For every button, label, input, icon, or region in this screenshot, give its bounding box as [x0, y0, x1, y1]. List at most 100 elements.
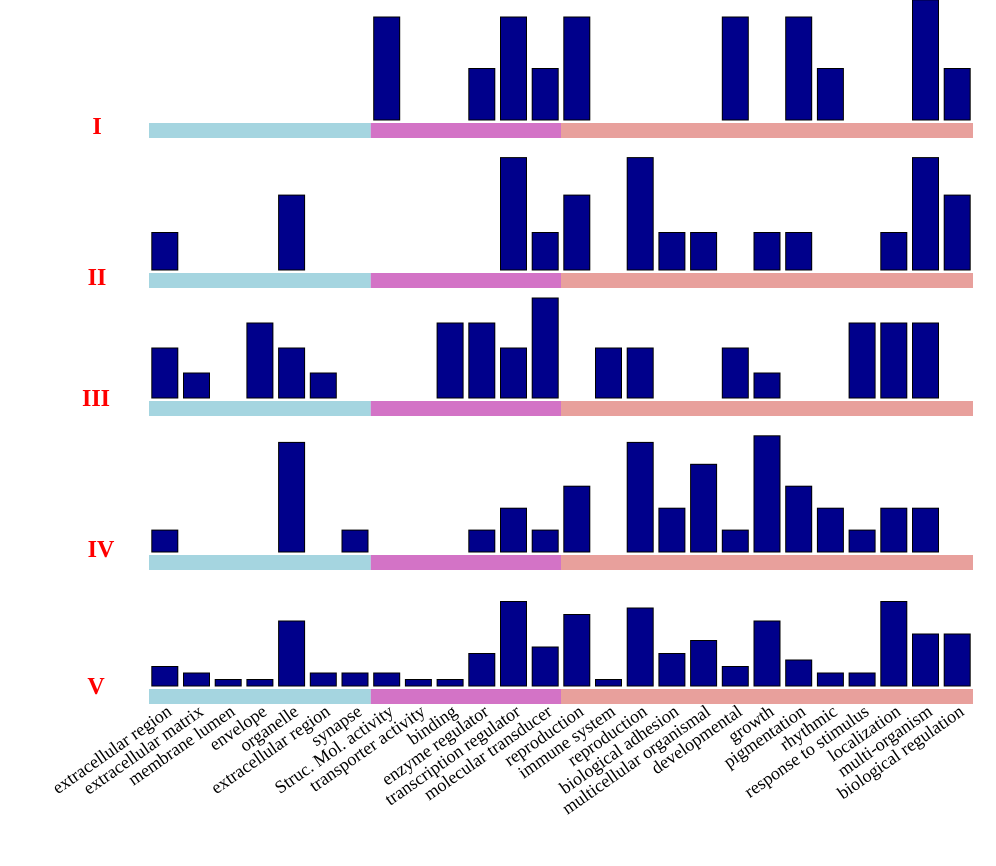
bar-III-10 [436, 322, 464, 399]
group-strip-1 [149, 273, 371, 288]
group-strip-1 [149, 401, 371, 416]
bar-III-11 [468, 322, 496, 399]
bar-III-1 [151, 347, 179, 399]
bar-I-14 [563, 16, 591, 121]
bar-II-14 [563, 194, 591, 271]
bar-III-23 [848, 322, 876, 399]
bar-IV-16 [626, 441, 654, 553]
bar-III-20 [753, 372, 781, 399]
bar-I-19 [721, 16, 749, 121]
bar-I-21 [785, 16, 813, 121]
bar-IV-18 [690, 463, 718, 553]
bar-IV-19 [721, 529, 749, 553]
bar-II-18 [690, 232, 718, 271]
panel-label: V [87, 674, 105, 700]
bar-V-2 [183, 672, 210, 687]
bar-III-6 [309, 372, 337, 399]
bar-V-10 [436, 679, 464, 687]
bar-I-8 [373, 16, 401, 121]
bar-IV-14 [563, 485, 591, 553]
panel-label: III [82, 386, 110, 412]
group-strip-2 [370, 273, 561, 288]
bar-IV-12 [500, 507, 527, 553]
panel-II: II [88, 157, 973, 291]
bar-IV-22 [816, 507, 844, 553]
bar-III-16 [626, 347, 654, 399]
panel-label: IV [88, 537, 115, 563]
bar-V-20 [753, 620, 781, 687]
bar-V-18 [690, 640, 718, 687]
bar-IV-11 [468, 529, 496, 553]
panel-label: I [92, 114, 101, 140]
group-strip-3 [561, 401, 973, 416]
bar-V-14 [563, 614, 591, 687]
bar-IV-7 [341, 529, 369, 553]
bar-V-13 [531, 646, 559, 687]
bar-III-13 [531, 297, 559, 399]
panel-III: III [82, 297, 973, 416]
bar-IV-1 [151, 529, 179, 553]
group-strip-3 [561, 689, 973, 704]
panel-V: V [87, 601, 973, 704]
bar-V-26 [943, 633, 971, 687]
bar-I-12 [500, 16, 527, 121]
bar-I-25 [912, 0, 939, 121]
group-strip-1 [149, 689, 371, 704]
bar-II-5 [278, 194, 306, 271]
group-strip-1 [149, 123, 371, 138]
bar-I-13 [531, 68, 559, 121]
bar-IV-5 [278, 441, 306, 553]
group-strip-1 [149, 555, 371, 570]
group-strip-3 [561, 123, 973, 138]
bar-III-4 [246, 322, 274, 399]
bar-V-17 [658, 653, 686, 687]
bar-V-23 [848, 672, 876, 687]
group-strip-2 [370, 401, 561, 416]
bar-II-26 [943, 194, 971, 271]
panel-label: II [88, 265, 107, 291]
bar-II-20 [753, 232, 781, 271]
bar-V-1 [151, 666, 179, 687]
bar-IV-25 [912, 507, 939, 553]
bar-II-24 [880, 232, 908, 271]
bar-V-11 [468, 653, 496, 687]
panel-I: I [92, 0, 973, 140]
group-strip-2 [370, 689, 561, 704]
bar-V-15 [595, 679, 622, 687]
bar-III-19 [721, 347, 749, 399]
bar-II-25 [912, 157, 939, 271]
bar-V-5 [278, 620, 306, 687]
bar-IV-13 [531, 529, 559, 553]
bar-II-13 [531, 232, 559, 271]
bar-IV-24 [880, 507, 908, 553]
bar-V-24 [880, 601, 908, 687]
bar-II-16 [626, 157, 654, 271]
bar-V-7 [341, 672, 369, 687]
bar-II-21 [785, 232, 813, 271]
bar-V-8 [373, 672, 401, 687]
bar-IV-17 [658, 507, 686, 553]
bar-III-2 [183, 372, 210, 399]
bar-V-16 [626, 607, 654, 687]
bar-V-6 [309, 672, 337, 687]
bar-II-12 [500, 157, 527, 271]
bar-V-21 [785, 659, 813, 687]
bar-IV-20 [753, 435, 781, 553]
bar-V-12 [500, 601, 527, 687]
bar-I-11 [468, 68, 496, 121]
bar-V-4 [246, 679, 274, 687]
bar-V-9 [404, 679, 432, 687]
bar-V-25 [912, 633, 939, 687]
bar-II-1 [151, 232, 179, 271]
bar-III-15 [595, 347, 622, 399]
bar-III-5 [278, 347, 306, 399]
bar-V-22 [816, 672, 844, 687]
group-strip-3 [561, 273, 973, 288]
bar-III-25 [912, 322, 939, 399]
bar-I-26 [943, 68, 971, 121]
bar-II-17 [658, 232, 686, 271]
group-strip-3 [561, 555, 973, 570]
bar-IV-23 [848, 529, 876, 553]
